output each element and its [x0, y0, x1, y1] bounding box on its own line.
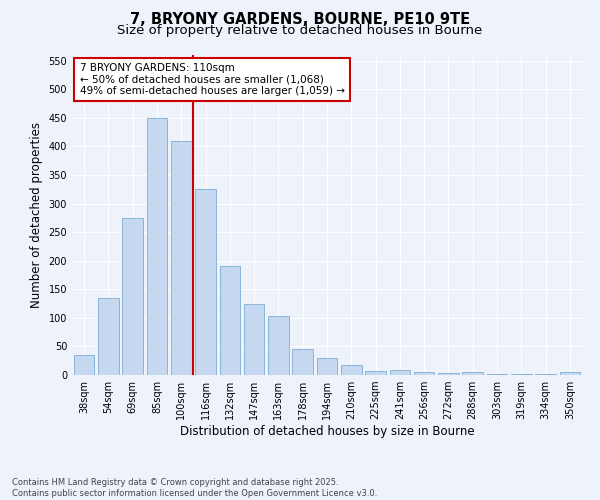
Bar: [341, 364, 362, 375]
Bar: [146, 118, 167, 375]
Bar: [463, 372, 483, 375]
Bar: [487, 374, 508, 375]
Bar: [292, 350, 313, 375]
Text: 7, BRYONY GARDENS, BOURNE, PE10 9TE: 7, BRYONY GARDENS, BOURNE, PE10 9TE: [130, 12, 470, 28]
Bar: [122, 218, 143, 375]
Text: Contains HM Land Registry data © Crown copyright and database right 2025.
Contai: Contains HM Land Registry data © Crown c…: [12, 478, 377, 498]
Bar: [220, 266, 240, 375]
Bar: [438, 372, 459, 375]
Bar: [244, 304, 265, 375]
Y-axis label: Number of detached properties: Number of detached properties: [30, 122, 43, 308]
Bar: [317, 358, 337, 375]
Bar: [511, 374, 532, 375]
Bar: [365, 371, 386, 375]
Bar: [268, 316, 289, 375]
X-axis label: Distribution of detached houses by size in Bourne: Distribution of detached houses by size …: [179, 425, 475, 438]
Bar: [389, 370, 410, 375]
Text: Size of property relative to detached houses in Bourne: Size of property relative to detached ho…: [118, 24, 482, 37]
Bar: [171, 140, 191, 375]
Bar: [74, 355, 94, 375]
Bar: [560, 372, 580, 375]
Bar: [98, 298, 119, 375]
Text: 7 BRYONY GARDENS: 110sqm
← 50% of detached houses are smaller (1,068)
49% of sem: 7 BRYONY GARDENS: 110sqm ← 50% of detach…: [80, 63, 344, 96]
Bar: [195, 190, 216, 375]
Bar: [414, 372, 434, 375]
Bar: [535, 374, 556, 375]
